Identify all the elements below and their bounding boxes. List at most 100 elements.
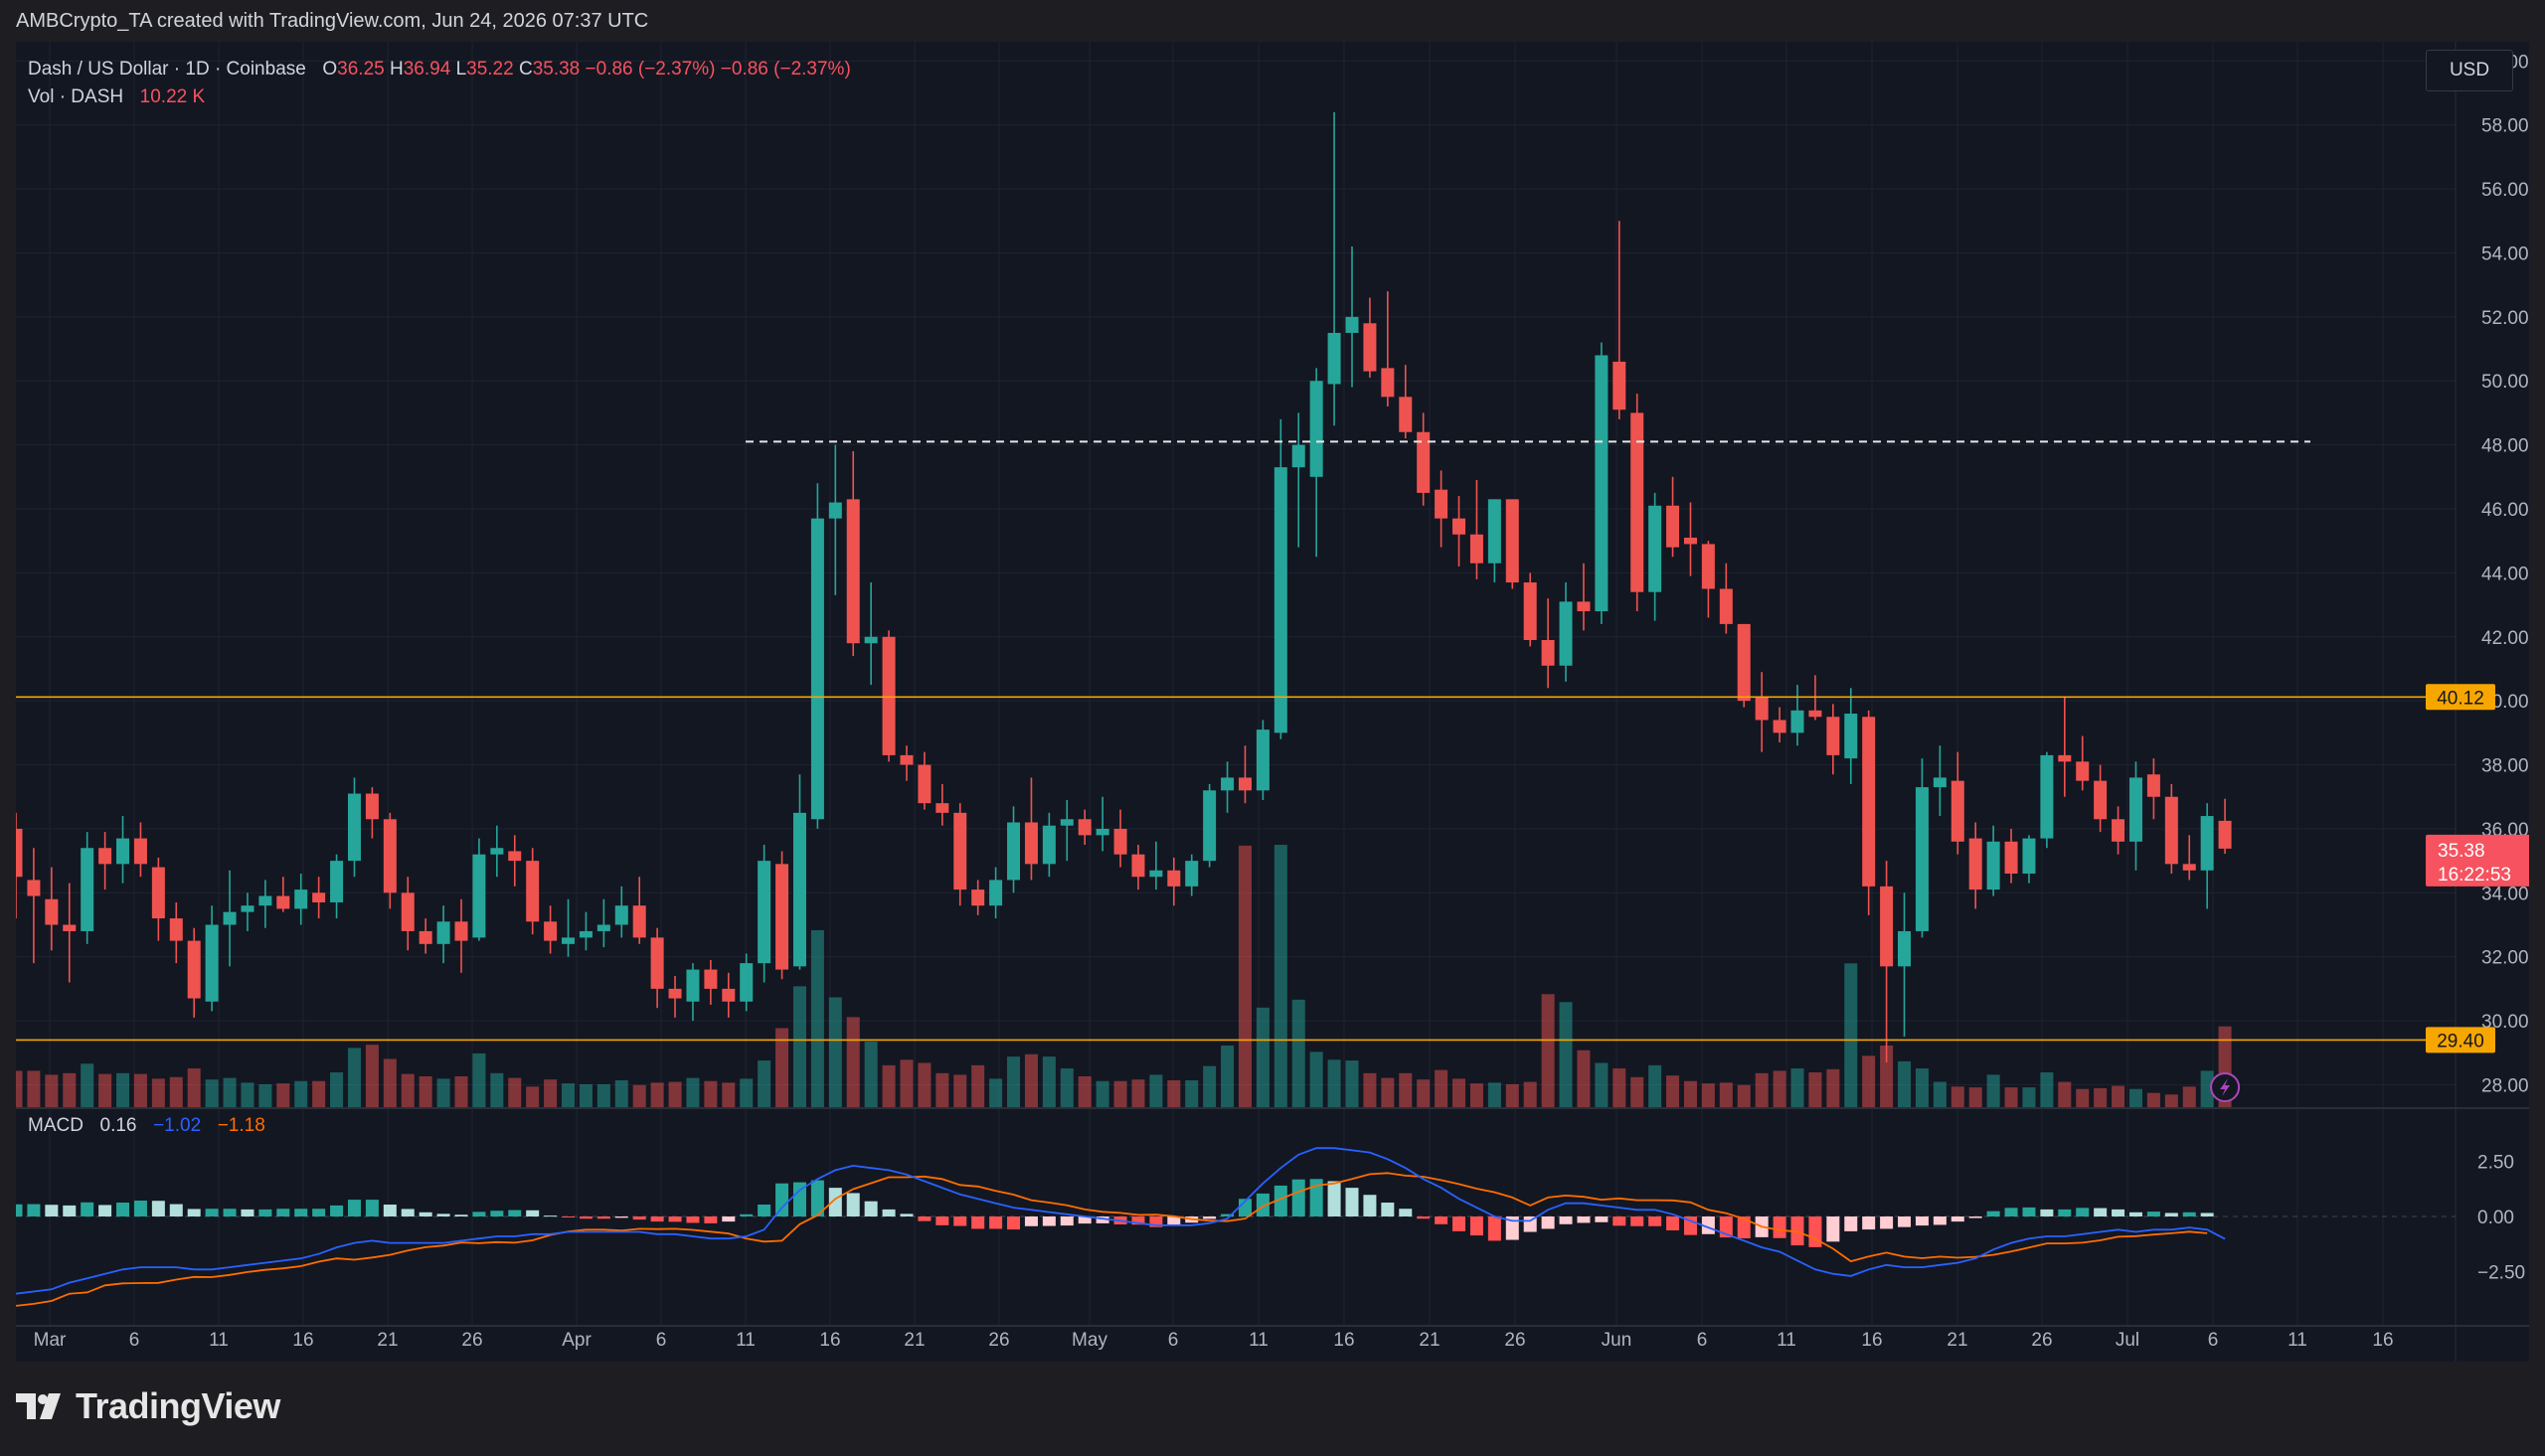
volume-bar [686, 1077, 700, 1107]
macd-label[interactable]: MACD [28, 1115, 84, 1136]
volume-bar [2094, 1087, 2108, 1107]
chart-panel[interactable]: 6 0.00 58.00 56.00 54.00 52.00 50.00 48.00 46.00… [16, 42, 2529, 1362]
time-tick-label: 16 [1333, 1330, 1354, 1351]
volume-bar [1898, 1060, 1912, 1107]
volume-bar [490, 1072, 504, 1107]
candle-body [419, 930, 432, 944]
volume-bar [454, 1075, 468, 1107]
volume-bar [258, 1083, 272, 1107]
bar-countdown-label: 16:22:53 [2438, 865, 2511, 886]
symbol-title[interactable]: Dash / US Dollar · 1D · Coinbase [28, 59, 306, 80]
candle-body [562, 937, 576, 944]
candle-body [1666, 505, 1680, 548]
candle-body [1808, 710, 1822, 718]
volume-bar [1541, 994, 1555, 1107]
volume-bar [864, 1042, 878, 1107]
chart-canvas[interactable]: 6 0.00 58.00 56.00 54.00 52.00 50.00 48.00 46.00… [16, 42, 2529, 1362]
macd-histogram-bar [828, 1188, 842, 1216]
volume-bar [1826, 1068, 1840, 1107]
candle-body [1487, 499, 1501, 564]
candle-body [1131, 854, 1145, 878]
volume-bar [2040, 1072, 2054, 1107]
volume-bar [294, 1080, 308, 1107]
time-tick-label: 26 [461, 1330, 482, 1351]
candle-body [971, 890, 985, 906]
macd-histogram-bar [436, 1213, 450, 1216]
volume-bar [2004, 1087, 2018, 1107]
volume-bar [1915, 1068, 1929, 1107]
volume-bar [1452, 1078, 1466, 1107]
volume-bar [579, 1083, 593, 1107]
macd-histogram-bar [383, 1205, 397, 1216]
horizontal-levels [16, 440, 2456, 1042]
candle-body [1024, 822, 1038, 865]
chart-credit: AMBCrypto_TA created with TradingView.co… [16, 10, 649, 32]
volume-bar [1185, 1079, 1199, 1107]
candle-body [1096, 828, 1109, 836]
time-tick-label: 21 [904, 1330, 925, 1351]
macd-histogram-bar [16, 1204, 23, 1216]
candle-body [1701, 544, 1715, 589]
candle-body [1915, 787, 1929, 931]
candle-body [2218, 820, 2232, 849]
macd-histogram-bar [1630, 1216, 1644, 1226]
candle-body [775, 864, 789, 970]
candle-body [1435, 489, 1448, 519]
candle-body [1612, 361, 1626, 410]
price-tick-label: 34.00 [2481, 884, 2529, 904]
time-tick-label: Mar [34, 1330, 67, 1351]
volume-bar [1559, 1002, 1573, 1107]
macd-histogram-value: 0.16 [99, 1115, 137, 1136]
volume-bar [614, 1079, 628, 1107]
volume-bar [1951, 1086, 1964, 1107]
macd-histogram-bar [722, 1216, 736, 1222]
candle-body [2004, 841, 2018, 874]
chart-legend: Dash / US Dollar · 1D · Coinbase O36.25 … [28, 56, 851, 111]
volume-label[interactable]: Vol · DASH [28, 86, 124, 107]
price-tick-label: 50.00 [2481, 372, 2529, 393]
volume-value: 10.22 K [139, 86, 206, 107]
candle-body [63, 924, 77, 931]
open-label: O [322, 59, 338, 80]
volume-bar [1078, 1075, 1092, 1107]
candle-body [1452, 518, 1466, 535]
macd-tick-label: −2.50 [2477, 1263, 2525, 1284]
macd-histogram-bar [2022, 1207, 2036, 1216]
open-value: 36.25 [337, 59, 385, 80]
level-price-badge [2426, 684, 2495, 711]
volume-bar [347, 1048, 361, 1107]
candle-body [151, 867, 165, 919]
macd-histogram-bar [1898, 1216, 1912, 1227]
time-tick-label: Jul [2116, 1330, 2139, 1351]
macd-histogram-bar [953, 1216, 967, 1226]
macd-histogram-bar [740, 1213, 754, 1216]
candle-body [544, 921, 558, 941]
time-tick-label: 6 [2208, 1330, 2219, 1351]
volume-bar [1345, 1060, 1359, 1107]
macd-histogram-bar [2164, 1213, 2178, 1216]
last-price-label: 35.38 [2438, 841, 2485, 862]
macd-histogram-bar [98, 1205, 112, 1216]
volume-bar [1203, 1065, 1217, 1107]
brand-logo[interactable]: TradingView [16, 1385, 280, 1427]
macd-histogram-bar [1880, 1216, 1894, 1229]
price-tick-label: 54.00 [2481, 243, 2529, 264]
macd-histogram-bar [276, 1209, 290, 1216]
candle-body [223, 911, 237, 925]
candle-body [1167, 870, 1181, 887]
volume-bar [1042, 1056, 1056, 1107]
change-percent-value: −0.86 (−2.37%) [720, 59, 851, 80]
candle-body [989, 880, 1003, 906]
macd-histogram-bar [187, 1209, 201, 1216]
time-tick-label: 11 [209, 1330, 229, 1351]
candle-body [401, 892, 415, 931]
macd-histogram-bar [650, 1216, 664, 1222]
candle-body [2022, 838, 2036, 874]
volume-bar [276, 1083, 290, 1107]
candle-body [579, 930, 593, 938]
currency-selector[interactable]: USD [2426, 50, 2513, 91]
macd-tick-label: 2.50 [2477, 1153, 2514, 1174]
volume-bar [1469, 1083, 1483, 1107]
volume-bar [900, 1059, 914, 1107]
macd-histogram-bar [1469, 1216, 1483, 1236]
